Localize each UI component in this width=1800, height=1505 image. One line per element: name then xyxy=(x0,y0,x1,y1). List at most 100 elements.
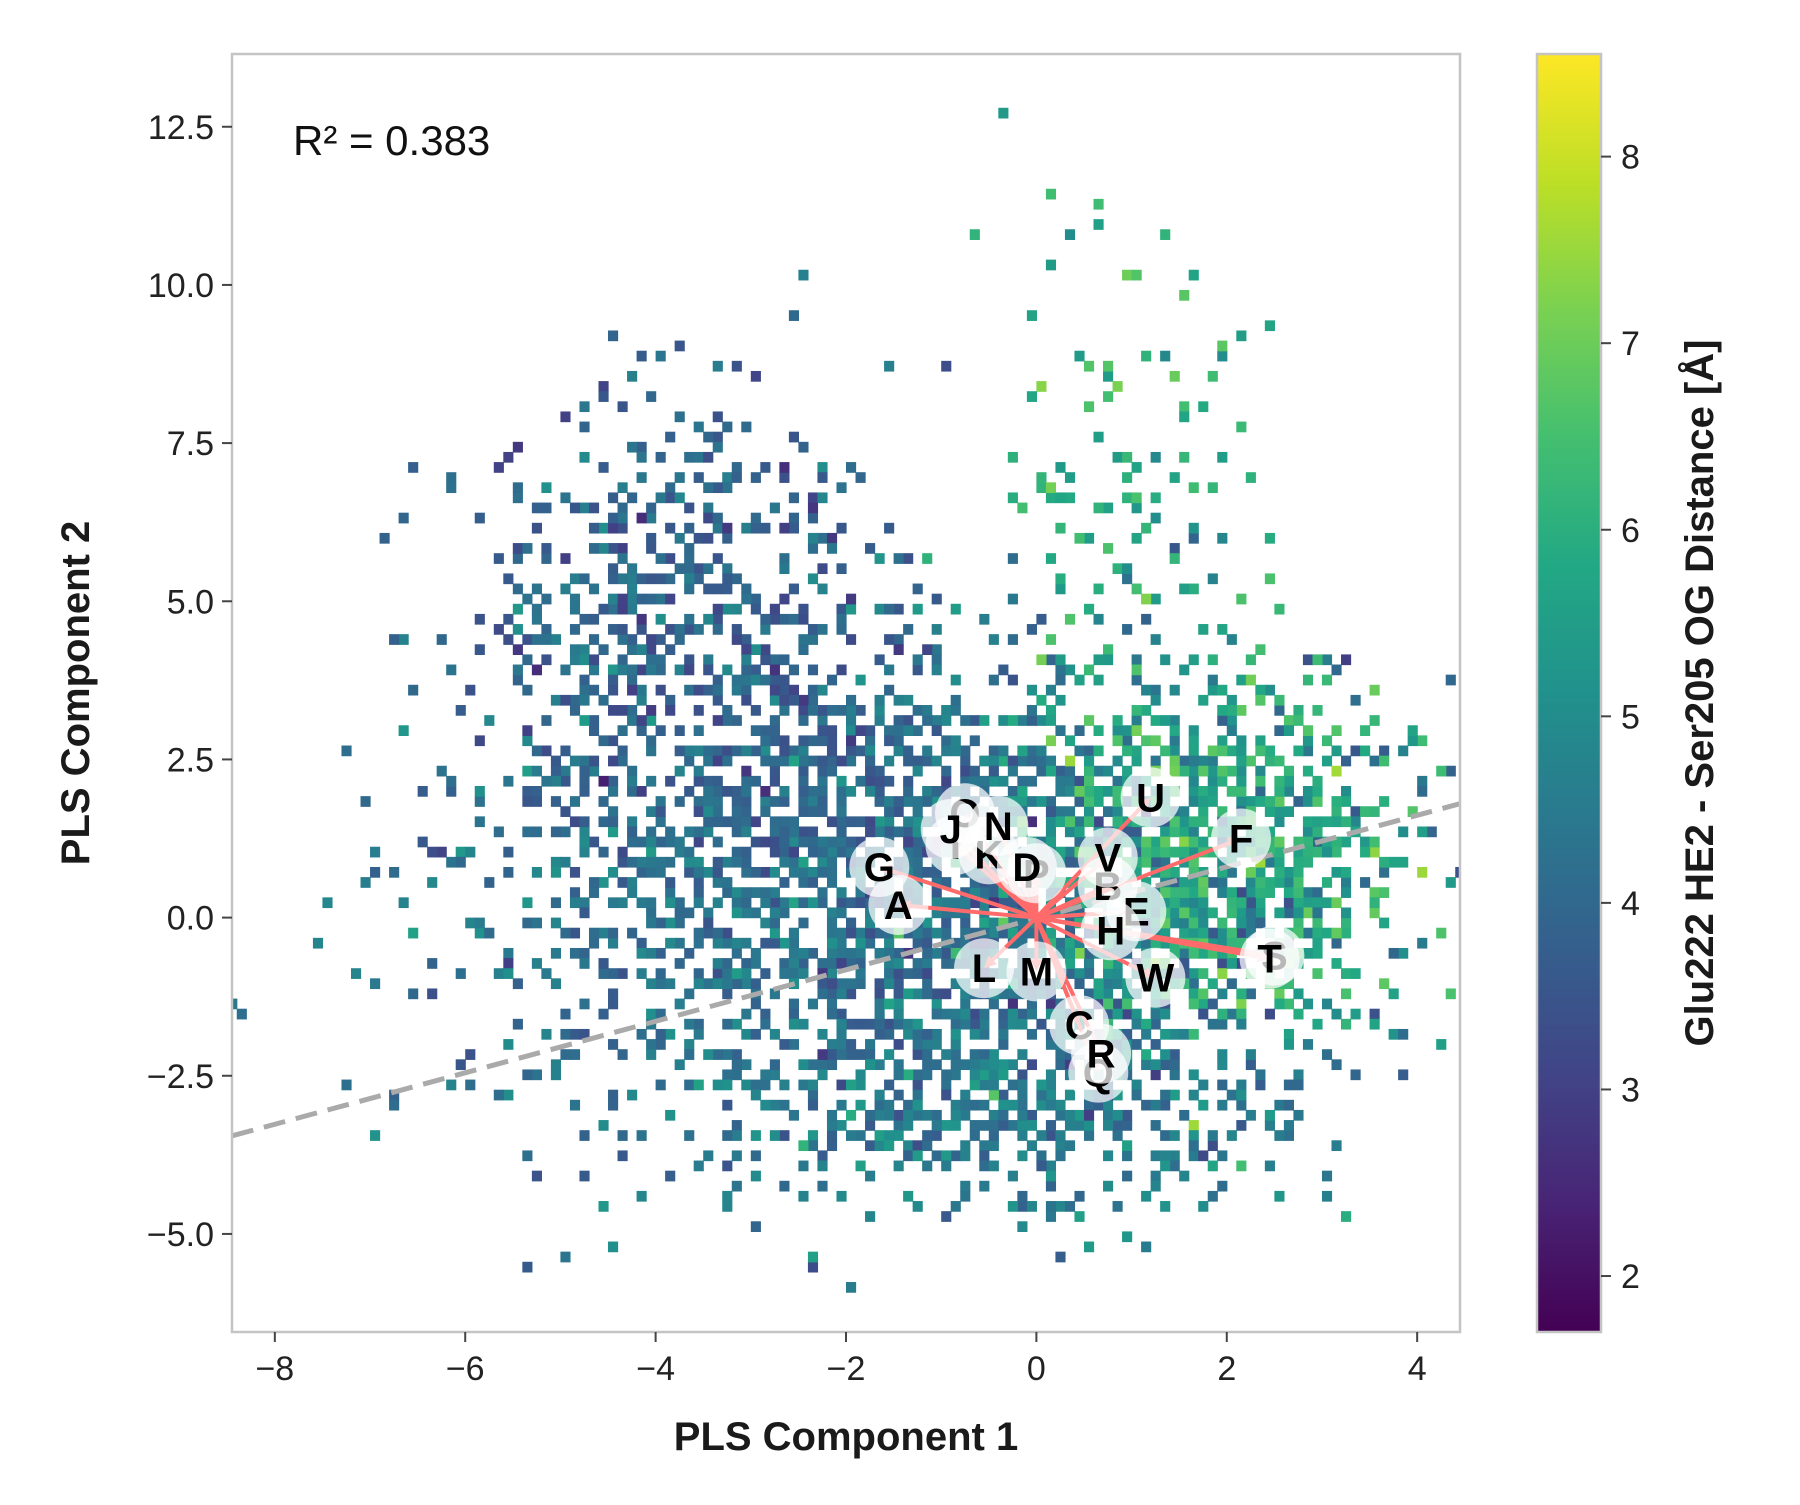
heatmap-cell xyxy=(1160,856,1171,868)
heatmap-cell xyxy=(855,947,866,959)
heatmap-cell xyxy=(817,735,828,747)
heatmap-cell xyxy=(1179,958,1190,969)
heatmap-cell xyxy=(531,502,542,514)
heatmap-cell xyxy=(817,978,828,990)
heatmap-cell xyxy=(760,937,771,949)
heatmap-cell xyxy=(1112,968,1123,979)
heatmap-cell xyxy=(884,937,895,949)
heatmap-cell xyxy=(1207,846,1218,858)
heatmap-cell xyxy=(693,796,704,807)
heatmap-cell xyxy=(693,1018,704,1030)
heatmap-cell xyxy=(1255,887,1266,898)
heatmap-cell xyxy=(608,705,619,716)
heatmap-cell xyxy=(674,725,685,736)
heatmap-cell xyxy=(846,947,857,959)
heatmap-cell xyxy=(608,816,619,828)
heatmap-cell xyxy=(922,937,933,949)
heatmap-cell xyxy=(750,674,761,686)
heatmap-cell xyxy=(712,806,723,817)
heatmap-cell xyxy=(760,796,771,807)
heatmap-cell xyxy=(960,1140,971,1152)
heatmap-cell xyxy=(1350,968,1361,979)
heatmap-cell xyxy=(1160,745,1171,757)
heatmap-cell xyxy=(1122,826,1133,838)
heatmap-cell xyxy=(1026,624,1037,635)
heatmap-cell xyxy=(1017,1069,1028,1081)
heatmap-cell xyxy=(1036,715,1047,726)
heatmap-cell xyxy=(484,877,495,888)
heatmap-cell xyxy=(817,1150,828,1162)
heatmap-cell xyxy=(1179,401,1190,413)
heatmap-cell xyxy=(703,532,714,544)
heatmap-cell xyxy=(579,846,590,858)
heatmap-cell xyxy=(741,806,752,817)
heatmap-cell xyxy=(960,1190,971,1202)
heatmap-cell xyxy=(1341,816,1352,828)
heatmap-cell xyxy=(1179,816,1190,828)
heatmap-cell xyxy=(1103,1008,1114,1020)
heatmap-cell xyxy=(465,1079,476,1091)
heatmap-cell xyxy=(1074,1211,1085,1222)
heatmap-cell xyxy=(1017,917,1028,929)
heatmap-cell xyxy=(693,978,704,990)
heatmap-cell xyxy=(1217,917,1228,929)
heatmap-cell xyxy=(731,796,742,807)
heatmap-cell xyxy=(617,968,628,979)
heatmap-cell xyxy=(646,806,657,817)
heatmap-cell xyxy=(998,1089,1009,1101)
heatmap-cell xyxy=(655,492,666,504)
heatmap-cell xyxy=(846,988,857,1000)
heatmap-cell xyxy=(798,947,809,959)
heatmap-cell xyxy=(798,1140,809,1152)
heatmap-cell xyxy=(1160,1008,1171,1020)
heatmap-cell xyxy=(674,411,685,423)
heatmap-cell xyxy=(798,806,809,817)
heatmap-cell xyxy=(1112,806,1123,817)
heatmap-cell xyxy=(950,745,961,757)
heatmap-cell xyxy=(1112,998,1123,1010)
heatmap-cell xyxy=(1350,806,1361,817)
heatmap-cell xyxy=(769,988,780,1000)
heatmap-cell xyxy=(865,1211,876,1222)
heatmap-cell xyxy=(493,826,504,838)
heatmap-cell xyxy=(1083,958,1095,969)
heatmap-cell xyxy=(1207,1130,1218,1141)
heatmap-cell xyxy=(750,644,761,656)
heatmap-cell xyxy=(655,836,666,848)
heatmap-cell xyxy=(1207,370,1218,382)
heatmap-cell xyxy=(874,1130,885,1141)
heatmap-cell xyxy=(569,705,581,716)
heatmap-cell xyxy=(988,1069,999,1081)
heatmap-cell xyxy=(1312,846,1323,858)
heatmap-cell xyxy=(474,735,485,747)
heatmap-cell xyxy=(1007,674,1018,686)
heatmap-cell xyxy=(1007,1018,1018,1030)
heatmap-cell xyxy=(1331,745,1342,757)
heatmap-cell xyxy=(636,968,647,979)
heatmap-cell xyxy=(788,492,800,504)
heatmap-cell xyxy=(998,1018,1009,1030)
heatmap-cell xyxy=(788,968,800,979)
heatmap-cell xyxy=(1341,907,1352,919)
r-squared-annotation: R² = 0.383 xyxy=(293,117,490,164)
heatmap-cell xyxy=(1055,462,1066,473)
heatmap-cell xyxy=(712,441,723,453)
heatmap-cell xyxy=(807,634,819,645)
heatmap-cell xyxy=(1293,1079,1304,1091)
heatmap-cell xyxy=(903,1028,914,1040)
heatmap-cell xyxy=(1150,451,1161,463)
heatmap-cell xyxy=(1312,786,1323,797)
heatmap-cell xyxy=(1188,846,1199,858)
heatmap-cell xyxy=(846,715,857,726)
heatmap-cell xyxy=(798,705,809,716)
heatmap-cell xyxy=(722,1160,733,1172)
heatmap-cell xyxy=(1255,897,1266,909)
heatmap-cell xyxy=(512,664,523,676)
heatmap-cell xyxy=(836,786,847,797)
heatmap-cell xyxy=(1045,927,1057,939)
heatmap-cell xyxy=(703,451,714,463)
heatmap-cell xyxy=(579,573,590,585)
heatmap-cell xyxy=(1036,694,1047,706)
